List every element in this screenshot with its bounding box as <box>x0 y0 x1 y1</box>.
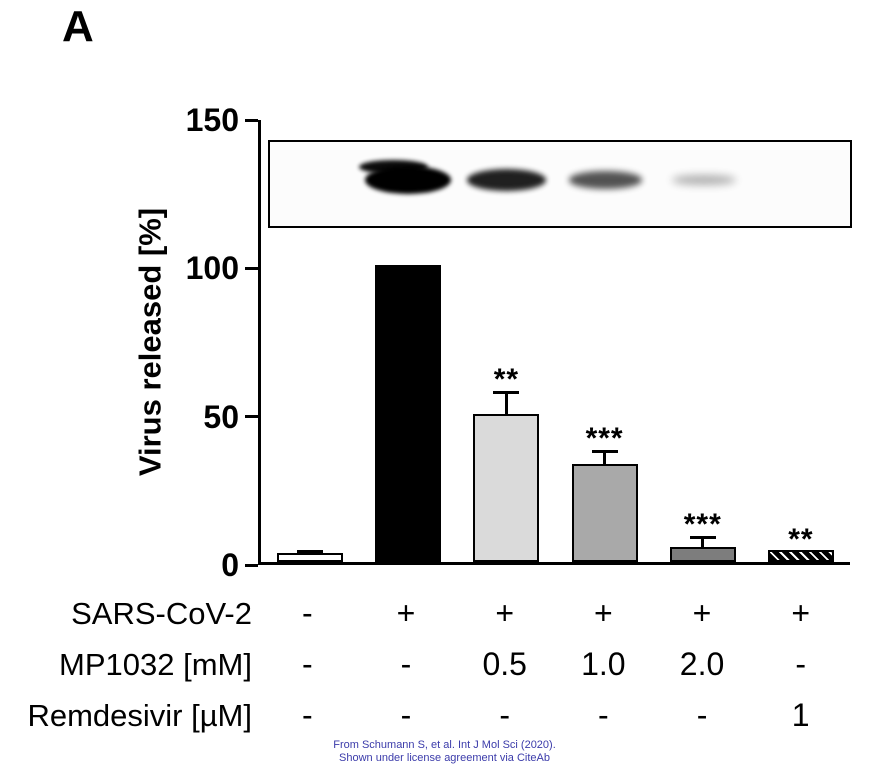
x-row-value: - <box>302 595 313 631</box>
x-row-value: + <box>396 595 416 631</box>
significance-stars: *** <box>683 508 722 542</box>
bar-slot: ** <box>752 120 850 562</box>
attribution-line2: Shown under license agreement via CiteAb <box>339 752 550 764</box>
x-row-value: + <box>495 595 515 631</box>
x-row-values: - - - - - 1 <box>258 697 850 734</box>
error-bar <box>689 536 716 549</box>
x-row-value: + <box>692 595 712 631</box>
x-row-values: - - 0.5 1.0 2.0 - <box>258 646 850 683</box>
bar <box>473 413 540 562</box>
bar <box>375 265 442 562</box>
x-row-value: - <box>302 646 313 682</box>
significance-stars: ** <box>788 523 814 557</box>
x-row-label: Remdesivir [µM] <box>27 697 252 733</box>
x-row-label: SARS-CoV-2 <box>71 595 252 631</box>
x-row-value: 0.5 <box>482 646 527 682</box>
bar-slot: *** <box>654 120 752 562</box>
y-tick-mark <box>245 415 258 419</box>
bar <box>277 553 344 562</box>
x-row-value: - <box>499 697 510 733</box>
x-row-value: - <box>795 646 807 682</box>
bar <box>571 464 638 562</box>
x-row-value: - <box>400 646 412 682</box>
significance-stars: *** <box>585 422 624 456</box>
error-bar-stem <box>603 453 607 466</box>
y-tick-mark <box>245 118 258 122</box>
y-tick-label: 50 <box>203 398 239 435</box>
y-tick-label: 150 <box>185 102 239 138</box>
x-axis-row: SARS-CoV-2 - + + + + + <box>0 588 860 639</box>
x-row-label: MP1032 [mM] <box>59 646 252 682</box>
x-row-value: 1.0 <box>581 646 626 682</box>
error-bar-stem <box>308 552 312 555</box>
y-tick-label: 0 <box>221 547 239 583</box>
blot-band <box>359 160 428 174</box>
y-tick-mark <box>245 563 258 567</box>
western-blot-inset <box>268 140 852 228</box>
bar-slot: *** <box>556 120 654 562</box>
x-row-values: - + + + + + <box>258 595 850 632</box>
bar-slot <box>359 120 457 562</box>
error-bar <box>493 390 520 415</box>
attribution: From Schumann S, et al. Int J Mol Sci (2… <box>0 739 889 765</box>
x-row-value: - <box>302 697 313 733</box>
attribution-line1: From Schumann S, et al. Int J Mol Sci (2… <box>333 739 556 751</box>
error-bar-stem <box>701 539 705 549</box>
bars: ** *** *** ** <box>261 120 850 562</box>
y-axis-label: Virus released [%] <box>132 207 168 477</box>
x-row-value: - <box>696 697 708 733</box>
error-bar <box>297 549 324 555</box>
panel-label: A <box>62 2 94 51</box>
error-bar-stem <box>504 393 508 415</box>
error-bar <box>591 450 618 466</box>
y-ticks: 0 50 100 150 <box>186 102 258 583</box>
bar <box>669 547 736 562</box>
blot-band <box>672 175 736 185</box>
x-row-value: + <box>594 595 613 631</box>
x-row-value: - <box>400 697 412 733</box>
y-tick-label: 100 <box>185 250 239 287</box>
x-row-value: + <box>791 595 811 631</box>
x-row-value: - <box>598 697 609 733</box>
x-row-value: 2.0 <box>679 646 725 682</box>
x-axis-row: MP1032 [mM] - - 0.5 1.0 2.0 - <box>0 639 860 690</box>
bar-slot <box>261 120 359 562</box>
blot-band <box>467 169 547 191</box>
bar <box>767 550 834 562</box>
x-axis-rows: SARS-CoV-2- + + + + + MP1032 [mM] - -0.5 1.0 2.0- R… <box>0 588 860 741</box>
significance-stars: ** <box>493 362 520 396</box>
bar-slot: ** <box>457 120 555 562</box>
y-tick-mark <box>245 266 258 270</box>
plot-area: ** *** *** ** <box>258 120 850 565</box>
x-row-value: 1 <box>791 697 810 733</box>
x-axis-row: Remdesivir [µM] - - - - - 1 <box>0 690 860 741</box>
blot-band <box>568 171 643 189</box>
